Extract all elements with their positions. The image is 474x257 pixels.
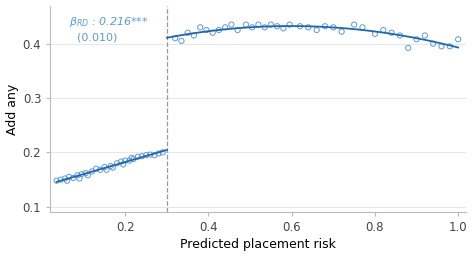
Point: [359, 25, 366, 29]
X-axis label: Predicted placement risk: Predicted placement risk: [181, 238, 337, 251]
Point: [107, 164, 115, 168]
Point: [228, 23, 235, 27]
Point: [78, 172, 85, 176]
Point: [404, 46, 412, 50]
Point: [100, 165, 108, 169]
Point: [151, 153, 158, 157]
Point: [53, 179, 60, 183]
Y-axis label: Add any: Add any: [6, 83, 18, 134]
Point: [296, 24, 304, 28]
Point: [286, 23, 293, 27]
Point: [255, 23, 262, 27]
Point: [438, 44, 445, 48]
Point: [70, 176, 77, 180]
Text: (0.010): (0.010): [77, 33, 118, 43]
Point: [388, 31, 395, 35]
Point: [429, 42, 437, 46]
Point: [396, 33, 404, 38]
Point: [190, 33, 198, 38]
Point: [134, 155, 142, 159]
Point: [446, 44, 454, 48]
Point: [142, 153, 150, 157]
Point: [280, 26, 287, 31]
Point: [84, 173, 91, 177]
Point: [221, 25, 229, 29]
Point: [178, 39, 185, 43]
Point: [421, 33, 428, 38]
Point: [273, 24, 281, 28]
Point: [305, 25, 312, 29]
Point: [267, 23, 275, 27]
Point: [261, 25, 268, 29]
Point: [61, 177, 69, 181]
Point: [119, 162, 127, 167]
Point: [172, 36, 179, 40]
Point: [113, 161, 121, 165]
Point: [65, 175, 73, 179]
Point: [380, 28, 387, 32]
Point: [92, 167, 100, 171]
Point: [155, 151, 163, 155]
Point: [73, 173, 81, 177]
Point: [413, 37, 420, 41]
Point: [248, 25, 256, 29]
Point: [146, 153, 154, 157]
Point: [242, 23, 250, 27]
Text: $\beta_{RD}$ : 0.216***: $\beta_{RD}$ : 0.216***: [69, 15, 149, 29]
Point: [121, 159, 129, 163]
Point: [138, 154, 146, 158]
Point: [455, 37, 462, 41]
Point: [109, 166, 117, 170]
Point: [313, 28, 320, 32]
Point: [126, 159, 133, 163]
Point: [63, 179, 71, 183]
Point: [118, 160, 125, 164]
Point: [57, 178, 64, 182]
Point: [76, 177, 83, 181]
Point: [234, 28, 241, 32]
Point: [88, 169, 96, 173]
Point: [329, 25, 337, 29]
Point: [371, 32, 379, 36]
Point: [321, 24, 329, 28]
Point: [202, 28, 210, 32]
Point: [184, 31, 191, 35]
Point: [350, 23, 358, 27]
Point: [97, 168, 104, 172]
Point: [209, 31, 217, 35]
Point: [215, 28, 223, 32]
Point: [196, 25, 204, 29]
Point: [128, 156, 135, 160]
Point: [82, 171, 90, 175]
Point: [103, 168, 110, 172]
Point: [130, 157, 137, 161]
Point: [159, 150, 166, 154]
Point: [338, 30, 346, 34]
